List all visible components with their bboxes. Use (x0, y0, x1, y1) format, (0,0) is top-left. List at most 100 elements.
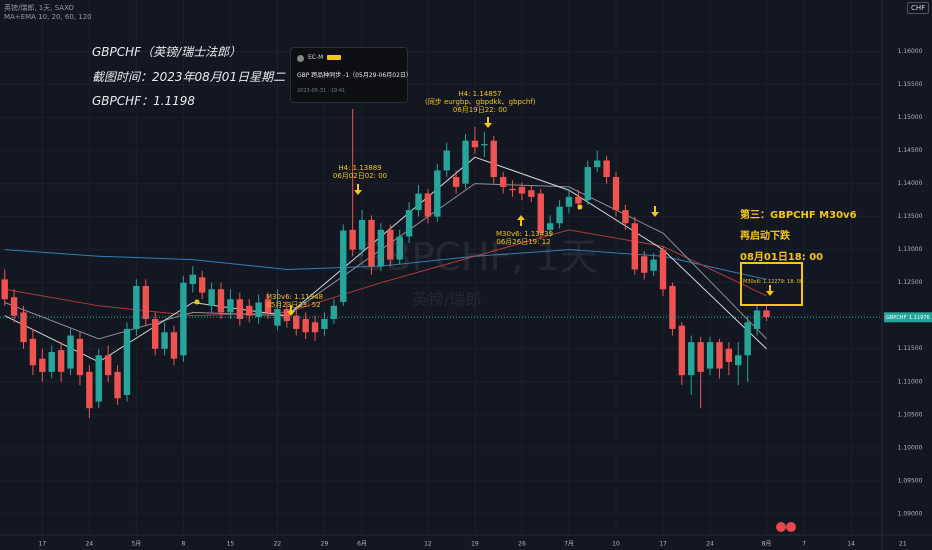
candle-body (208, 289, 215, 306)
candle-body (443, 150, 450, 171)
candle-body (763, 310, 770, 318)
candle-body (377, 229, 385, 267)
annotation: M30v6: 1.12279: 18: 00 (743, 279, 804, 285)
signal-box (740, 262, 803, 306)
candle-body (565, 196, 573, 207)
headline: GBPCHF：1.1198 (92, 94, 196, 108)
candle-body (659, 249, 667, 290)
candle-body (321, 319, 328, 329)
avatar (297, 55, 304, 62)
y-tick-label: 1.09500 (898, 477, 923, 484)
candle-body (161, 332, 168, 349)
candle-body (697, 342, 704, 372)
last-price-label: 1.11976 (909, 315, 930, 321)
candle-body (255, 302, 262, 318)
candle-body (358, 219, 366, 250)
candle-body (20, 312, 27, 343)
y-tick-label: 1.10000 (898, 444, 923, 451)
candle-body (556, 206, 563, 224)
y-tick-label: 1.14500 (898, 147, 923, 154)
y-tick-label: 1.11000 (898, 378, 923, 385)
candle-body (518, 186, 526, 194)
candle-body (622, 210, 629, 224)
candle-body (452, 177, 460, 187)
candle-body (189, 274, 196, 285)
candle-body (434, 170, 441, 217)
candle-body (227, 299, 234, 313)
candle-body (86, 371, 93, 409)
watermark: 英镑/瑞郎 (412, 290, 482, 309)
candle-body (716, 342, 723, 369)
candle-body (405, 210, 413, 237)
headline: GBPCHF（英镑/瑞士法郎） (92, 45, 242, 59)
annotation: M30v6: 1.13439 06月26日19: 12 (496, 230, 554, 246)
chart-title: 英镑/瑞郎, 1天, SAXO (4, 4, 74, 12)
x-tick-label: 7月 (564, 541, 574, 548)
annotation: H4: 1.14857 (同步 eurgbp、gbpdkk、gbpchf) 06月1… (425, 90, 536, 114)
candle-body (198, 277, 206, 293)
candle-body (104, 355, 112, 376)
candle-body (753, 310, 761, 329)
candle-body (151, 319, 159, 349)
x-tick-label: 26 (518, 541, 526, 548)
candle-body (349, 229, 356, 250)
candle-body (246, 305, 253, 316)
x-tick-label: 17 (659, 541, 667, 548)
candle-body (678, 325, 686, 376)
annotation: M30v6: 1.11948 05月23日23: 52 (266, 293, 324, 309)
candle-body (48, 352, 55, 372)
y-tick-label: 1.14000 (898, 180, 923, 187)
candle-body (142, 285, 149, 320)
x-tick-label: 5月 (131, 541, 141, 548)
candle-body (499, 177, 507, 187)
headline: 截图时间：2023年08月01日星期二 (92, 70, 286, 84)
y-tick-label: 1.13000 (898, 246, 923, 253)
y-tick-label: 1.09000 (898, 510, 923, 517)
candle-body (593, 160, 601, 168)
candle-body (340, 230, 347, 302)
candle-body (39, 358, 46, 372)
candle-body (669, 285, 676, 329)
x-tick-label: 17 (39, 541, 47, 548)
candle-body (217, 289, 225, 313)
last-price-symbol: GBPCHF (886, 315, 907, 321)
candle-body (546, 223, 554, 230)
y-tick-label: 1.15500 (898, 81, 923, 88)
x-tick-label: 12 (424, 541, 432, 548)
watermark: GBPCHF, 1天 (356, 235, 598, 279)
x-tick-label: 21 (899, 541, 907, 548)
candle-body (170, 332, 178, 359)
candle-body (76, 338, 84, 376)
currency-label: CHF (907, 2, 930, 14)
candle-body (631, 223, 639, 270)
candle-body (509, 188, 516, 191)
candle-body (735, 355, 742, 366)
candle-body (264, 299, 272, 313)
candle-body (725, 348, 733, 362)
indicator-label: MA+EMA 10, 20, 60, 120 (4, 13, 92, 21)
idea-card[interactable]: EC-M GBP 跨品种同步 -1（05月29-06月02日） 2023-05-… (290, 47, 412, 103)
candle-body (302, 319, 309, 333)
candle-body (537, 193, 544, 234)
candle-body (481, 143, 488, 146)
candle-body (744, 322, 751, 356)
x-tick-label: 10 (612, 541, 620, 548)
x-tick-label: 24 (706, 541, 714, 548)
last-price-tag (884, 312, 932, 323)
y-tick-label: 1.16000 (898, 48, 923, 55)
x-tick-label: 22 (274, 541, 282, 548)
candle-body (274, 309, 281, 326)
y-tick-label: 1.11500 (898, 345, 923, 352)
candle-body (123, 328, 131, 395)
x-tick-label: 24 (86, 541, 94, 548)
candle-body (612, 177, 620, 211)
x-tick-label: 8月 (762, 541, 772, 548)
candle-body (424, 193, 432, 217)
candle-body (396, 236, 403, 260)
y-tick-label: 1.13500 (898, 213, 923, 220)
candle-body (575, 196, 582, 204)
card-text: GBP 跨品种同步 -1（05月29-06月02日） (297, 72, 412, 79)
candle-body (1, 279, 8, 300)
